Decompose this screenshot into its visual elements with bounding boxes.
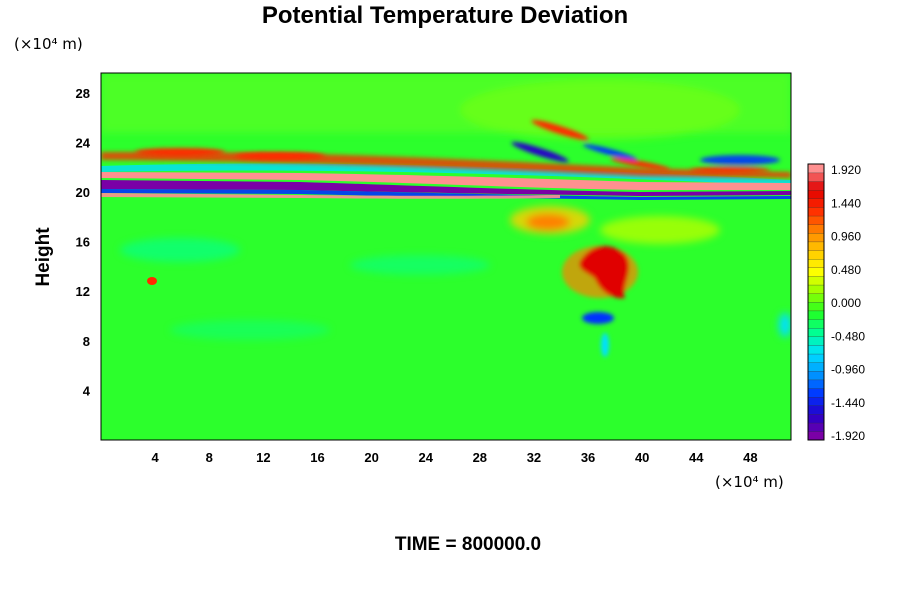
- y-tick-label: 20: [76, 185, 90, 200]
- colorbar-swatch: [807, 422, 825, 432]
- colorbar-swatch: [807, 181, 825, 191]
- blue-streak: [582, 144, 638, 160]
- pink-band: [101, 172, 791, 190]
- plot-frame: [100, 72, 792, 441]
- colorbar-label: 1.440: [831, 196, 861, 210]
- x-tick-label: 24: [418, 450, 433, 465]
- y-tick-label: 28: [76, 86, 90, 101]
- plot-area: [101, 73, 791, 440]
- warm-anomaly: [562, 246, 638, 299]
- y-tick-label: 4: [83, 383, 91, 398]
- y-tick-label: 8: [83, 334, 90, 349]
- y-tick-label: 12: [76, 284, 90, 299]
- y-axis-unit: (×10⁴ m): [14, 35, 83, 53]
- cold-anomaly-cyan: [601, 333, 609, 357]
- x-tick-label: 48: [743, 450, 757, 465]
- x-tick-label: 12: [256, 450, 270, 465]
- colorbar-swatch: [807, 275, 825, 286]
- colorbar-swatch: [807, 370, 825, 381]
- cyan-right-edge: [779, 313, 791, 337]
- x-tick-label: 36: [581, 450, 595, 465]
- red-streak: [690, 167, 770, 173]
- red-streak: [235, 152, 325, 160]
- cold-anomaly-blue: [582, 312, 614, 324]
- colorbar-swatch: [807, 413, 825, 424]
- colorbar-swatch: [807, 172, 825, 182]
- x-tick-label: 40: [635, 450, 649, 465]
- colorbar-swatch: [807, 327, 825, 337]
- colorbar-swatch: [807, 353, 825, 363]
- colorbar-swatch: [807, 258, 825, 268]
- colorbar-swatch: [807, 344, 825, 355]
- colorbar-swatch: [807, 250, 825, 260]
- orange-patch: [526, 214, 570, 230]
- colorbar-swatch: [807, 284, 825, 294]
- yellow-patch-right: [600, 216, 720, 244]
- colorbar-label: 0.960: [831, 230, 861, 244]
- y-tick-label: 16: [76, 235, 90, 250]
- colorbar-swatch: [807, 362, 825, 372]
- cold-anomaly: [582, 312, 614, 357]
- cyan-patch-low: [170, 320, 330, 340]
- red-streak: [531, 119, 589, 141]
- colorbar-swatch: [807, 336, 825, 346]
- colorbar-label: 1.920: [831, 163, 861, 177]
- red-streak: [135, 148, 225, 156]
- upper-right-rays: [460, 80, 740, 140]
- colorbar-swatch: [807, 189, 825, 199]
- colorbar-swatch: [807, 293, 825, 303]
- x-tick-label: 8: [206, 450, 213, 465]
- colorbar-swatch: [807, 405, 825, 415]
- chart-title: Potential Temperature Deviation: [262, 2, 628, 29]
- y-axis-label: Height: [33, 227, 54, 287]
- colorbar-label: -0.960: [831, 363, 865, 377]
- colorbar-swatch: [807, 379, 825, 389]
- y-tick-label: 24: [76, 135, 91, 150]
- colorbar-frame: [807, 163, 825, 441]
- colorbar-swatch: [807, 267, 825, 277]
- upper-wave-streaks: [135, 119, 780, 173]
- purple-band: [101, 180, 791, 196]
- x-tick-label: 28: [473, 450, 487, 465]
- colorbar-swatch: [807, 232, 825, 243]
- colorbar-label: -1.440: [831, 396, 865, 410]
- pink-band-lower: [101, 193, 560, 199]
- x-tick-label: 16: [310, 450, 324, 465]
- colorbar-swatch: [807, 388, 825, 398]
- small-warm-spot: [147, 277, 157, 285]
- colorbar-swatch: [807, 198, 825, 208]
- time-label: TIME = 800000.0: [395, 534, 541, 555]
- colorbar-swatch: [807, 241, 825, 251]
- warm-anomaly-core: [579, 246, 629, 299]
- colorbar-label: -0.480: [831, 329, 865, 343]
- cyan-patch-left: [120, 238, 240, 262]
- cyan-patch-mid: [350, 255, 490, 275]
- colorbar-swatch: [807, 224, 825, 234]
- colorbar-label: 0.480: [831, 263, 861, 277]
- blue-streak: [700, 155, 780, 165]
- colorbar-swatch: [807, 206, 825, 217]
- colorbar-swatch: [807, 163, 825, 174]
- colorbar-swatch: [807, 319, 825, 329]
- x-tick-label: 44: [689, 450, 704, 465]
- colorbar-label: -1.920: [831, 429, 865, 443]
- cyan-edge-upper: [101, 163, 791, 186]
- colorbar-swatch: [807, 215, 825, 225]
- colorbar-swatch: [807, 396, 825, 406]
- colorbar-swatch: [807, 431, 825, 441]
- colorbar-label: 0.000: [831, 296, 861, 310]
- x-tick-label: 20: [364, 450, 378, 465]
- x-tick-label: 32: [527, 450, 541, 465]
- field-soft-regions: [101, 73, 791, 340]
- x-axis-unit: (×10⁴ m): [715, 473, 784, 491]
- blue-edge-lower: [101, 189, 791, 200]
- colorbar-swatch: [807, 310, 825, 320]
- blue-streak: [511, 141, 569, 163]
- red-streak: [610, 158, 670, 170]
- x-tick-label: 4: [152, 450, 160, 465]
- colorbar-swatch: [807, 301, 825, 312]
- colorbar: 1.920 1.440 0.960 0.480 0.000 -0.480 -0.960 -1.…: [807, 163, 865, 443]
